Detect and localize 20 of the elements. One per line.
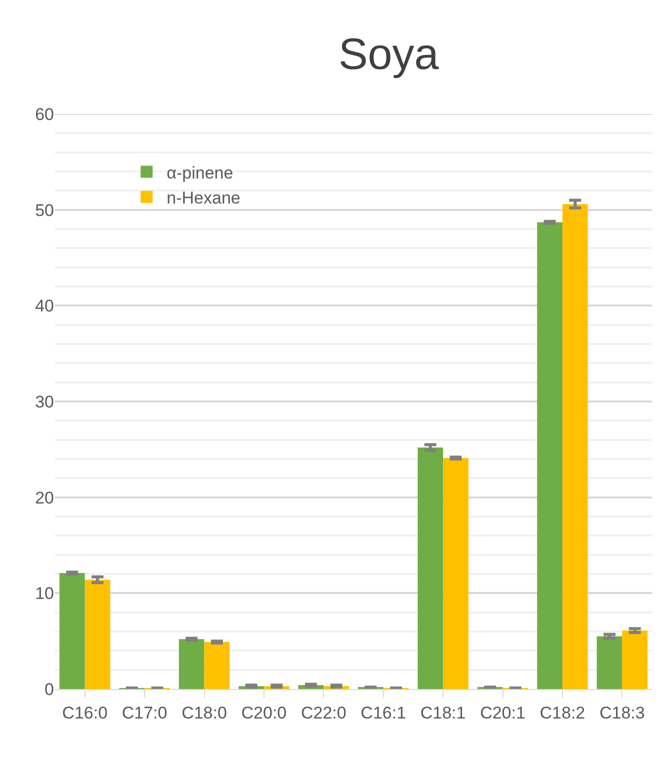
y-tick-label: 40 — [35, 296, 54, 316]
legend-label: n-Hexane — [166, 188, 240, 208]
x-tick-label: C17:0 — [122, 703, 168, 722]
y-tick-label: 50 — [35, 200, 54, 220]
x-tick-label: C18:2 — [540, 703, 586, 722]
chart-title: Soya — [338, 30, 440, 79]
y-tick-label: 0 — [44, 680, 54, 699]
x-tick-label: C16:0 — [62, 703, 108, 722]
x-tick-label: C18:1 — [420, 703, 466, 722]
legend-label: α-pinene — [166, 163, 234, 182]
x-tick-label: C16:1 — [360, 703, 406, 722]
x-tick-label: C20:0 — [241, 703, 287, 722]
y-tick-label: 10 — [35, 584, 54, 604]
x-tick-label: C18:3 — [599, 703, 645, 722]
y-tick-label: 60 — [35, 104, 54, 124]
y-tick-label: 30 — [35, 392, 54, 412]
x-tick-label: C20:1 — [480, 703, 526, 722]
y-tick-label: 20 — [35, 488, 54, 508]
x-tick-label: C18:0 — [182, 703, 227, 722]
x-tick-label: C22:0 — [300, 703, 346, 722]
